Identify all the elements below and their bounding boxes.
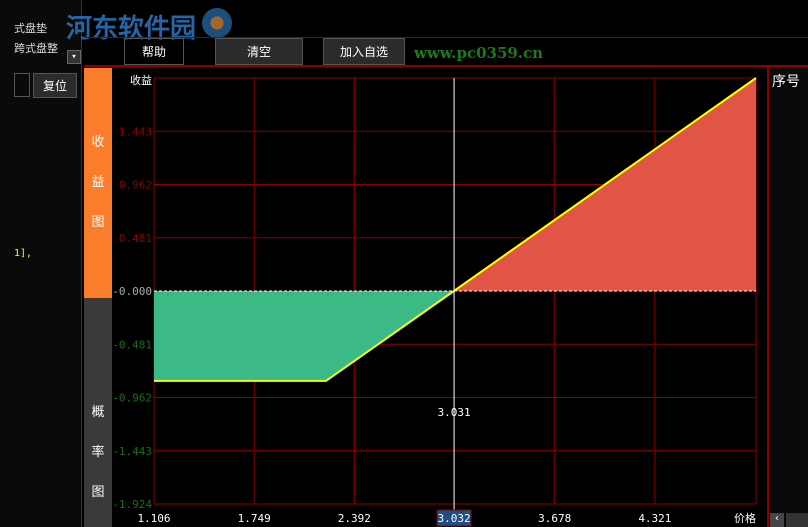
- code-text: 1],: [14, 248, 33, 259]
- payoff-line: [154, 77, 757, 382]
- y-tick-label: -0.000: [112, 285, 152, 298]
- help-button[interactable]: 帮助: [124, 38, 184, 65]
- x-tick-label: 2.392: [338, 512, 371, 525]
- cursor-x-label-bg: [436, 509, 472, 527]
- y-tick-label: -1.443: [112, 445, 152, 458]
- loss-area: [154, 291, 454, 381]
- tab-payoff-chart[interactable]: 收 益 图: [84, 68, 112, 298]
- dropdown-arrow-icon[interactable]: ▾: [67, 50, 81, 64]
- left-tab[interactable]: 式盘垫: [14, 22, 47, 35]
- x-tick-label: 3.678: [538, 512, 571, 525]
- y-tick-label: 0.962: [119, 179, 152, 192]
- watermark-url: www.pc0359.cn: [414, 44, 544, 62]
- x-tick-label: 1.106: [137, 512, 170, 525]
- payoff-chart: 1.106 1.749 2.392 3.032 3.678 4.321 1.443 0.962…: [112, 73, 757, 527]
- horizontal-scrollbar[interactable]: [786, 513, 808, 527]
- y-tick-label: 1.443: [119, 125, 152, 138]
- left-tab[interactable]: 跨式盘整: [14, 42, 58, 55]
- scroll-left-button[interactable]: ‹: [770, 513, 784, 527]
- cursor-annotation: 3.031: [438, 406, 471, 419]
- y-tick-label: 0.481: [119, 232, 152, 245]
- clear-button[interactable]: 清空: [215, 38, 303, 65]
- watermark-logo: [202, 8, 232, 38]
- x-tick-label: 1.749: [238, 512, 271, 525]
- reset-button[interactable]: 复位: [33, 73, 77, 98]
- tab-probability-chart[interactable]: 概 率 图: [84, 298, 112, 527]
- right-panel: [767, 67, 808, 527]
- x-tick-label: 3.032: [438, 512, 471, 525]
- y-axis-label: 收益: [130, 73, 152, 87]
- x-tick-label: 4.321: [638, 512, 671, 525]
- toolbar: [84, 37, 808, 67]
- add-watchlist-button[interactable]: 加入自选: [323, 38, 405, 65]
- x-axis-label: 价格: [734, 511, 756, 525]
- watermark-title: 河东软件园: [66, 14, 197, 44]
- right-panel-header: 序号: [772, 74, 800, 90]
- y-tick-label: -0.481: [112, 338, 152, 351]
- y-tick-label: -0.962: [112, 392, 152, 405]
- input-box[interactable]: [14, 73, 30, 97]
- y-tick-label: -1.924: [112, 498, 152, 511]
